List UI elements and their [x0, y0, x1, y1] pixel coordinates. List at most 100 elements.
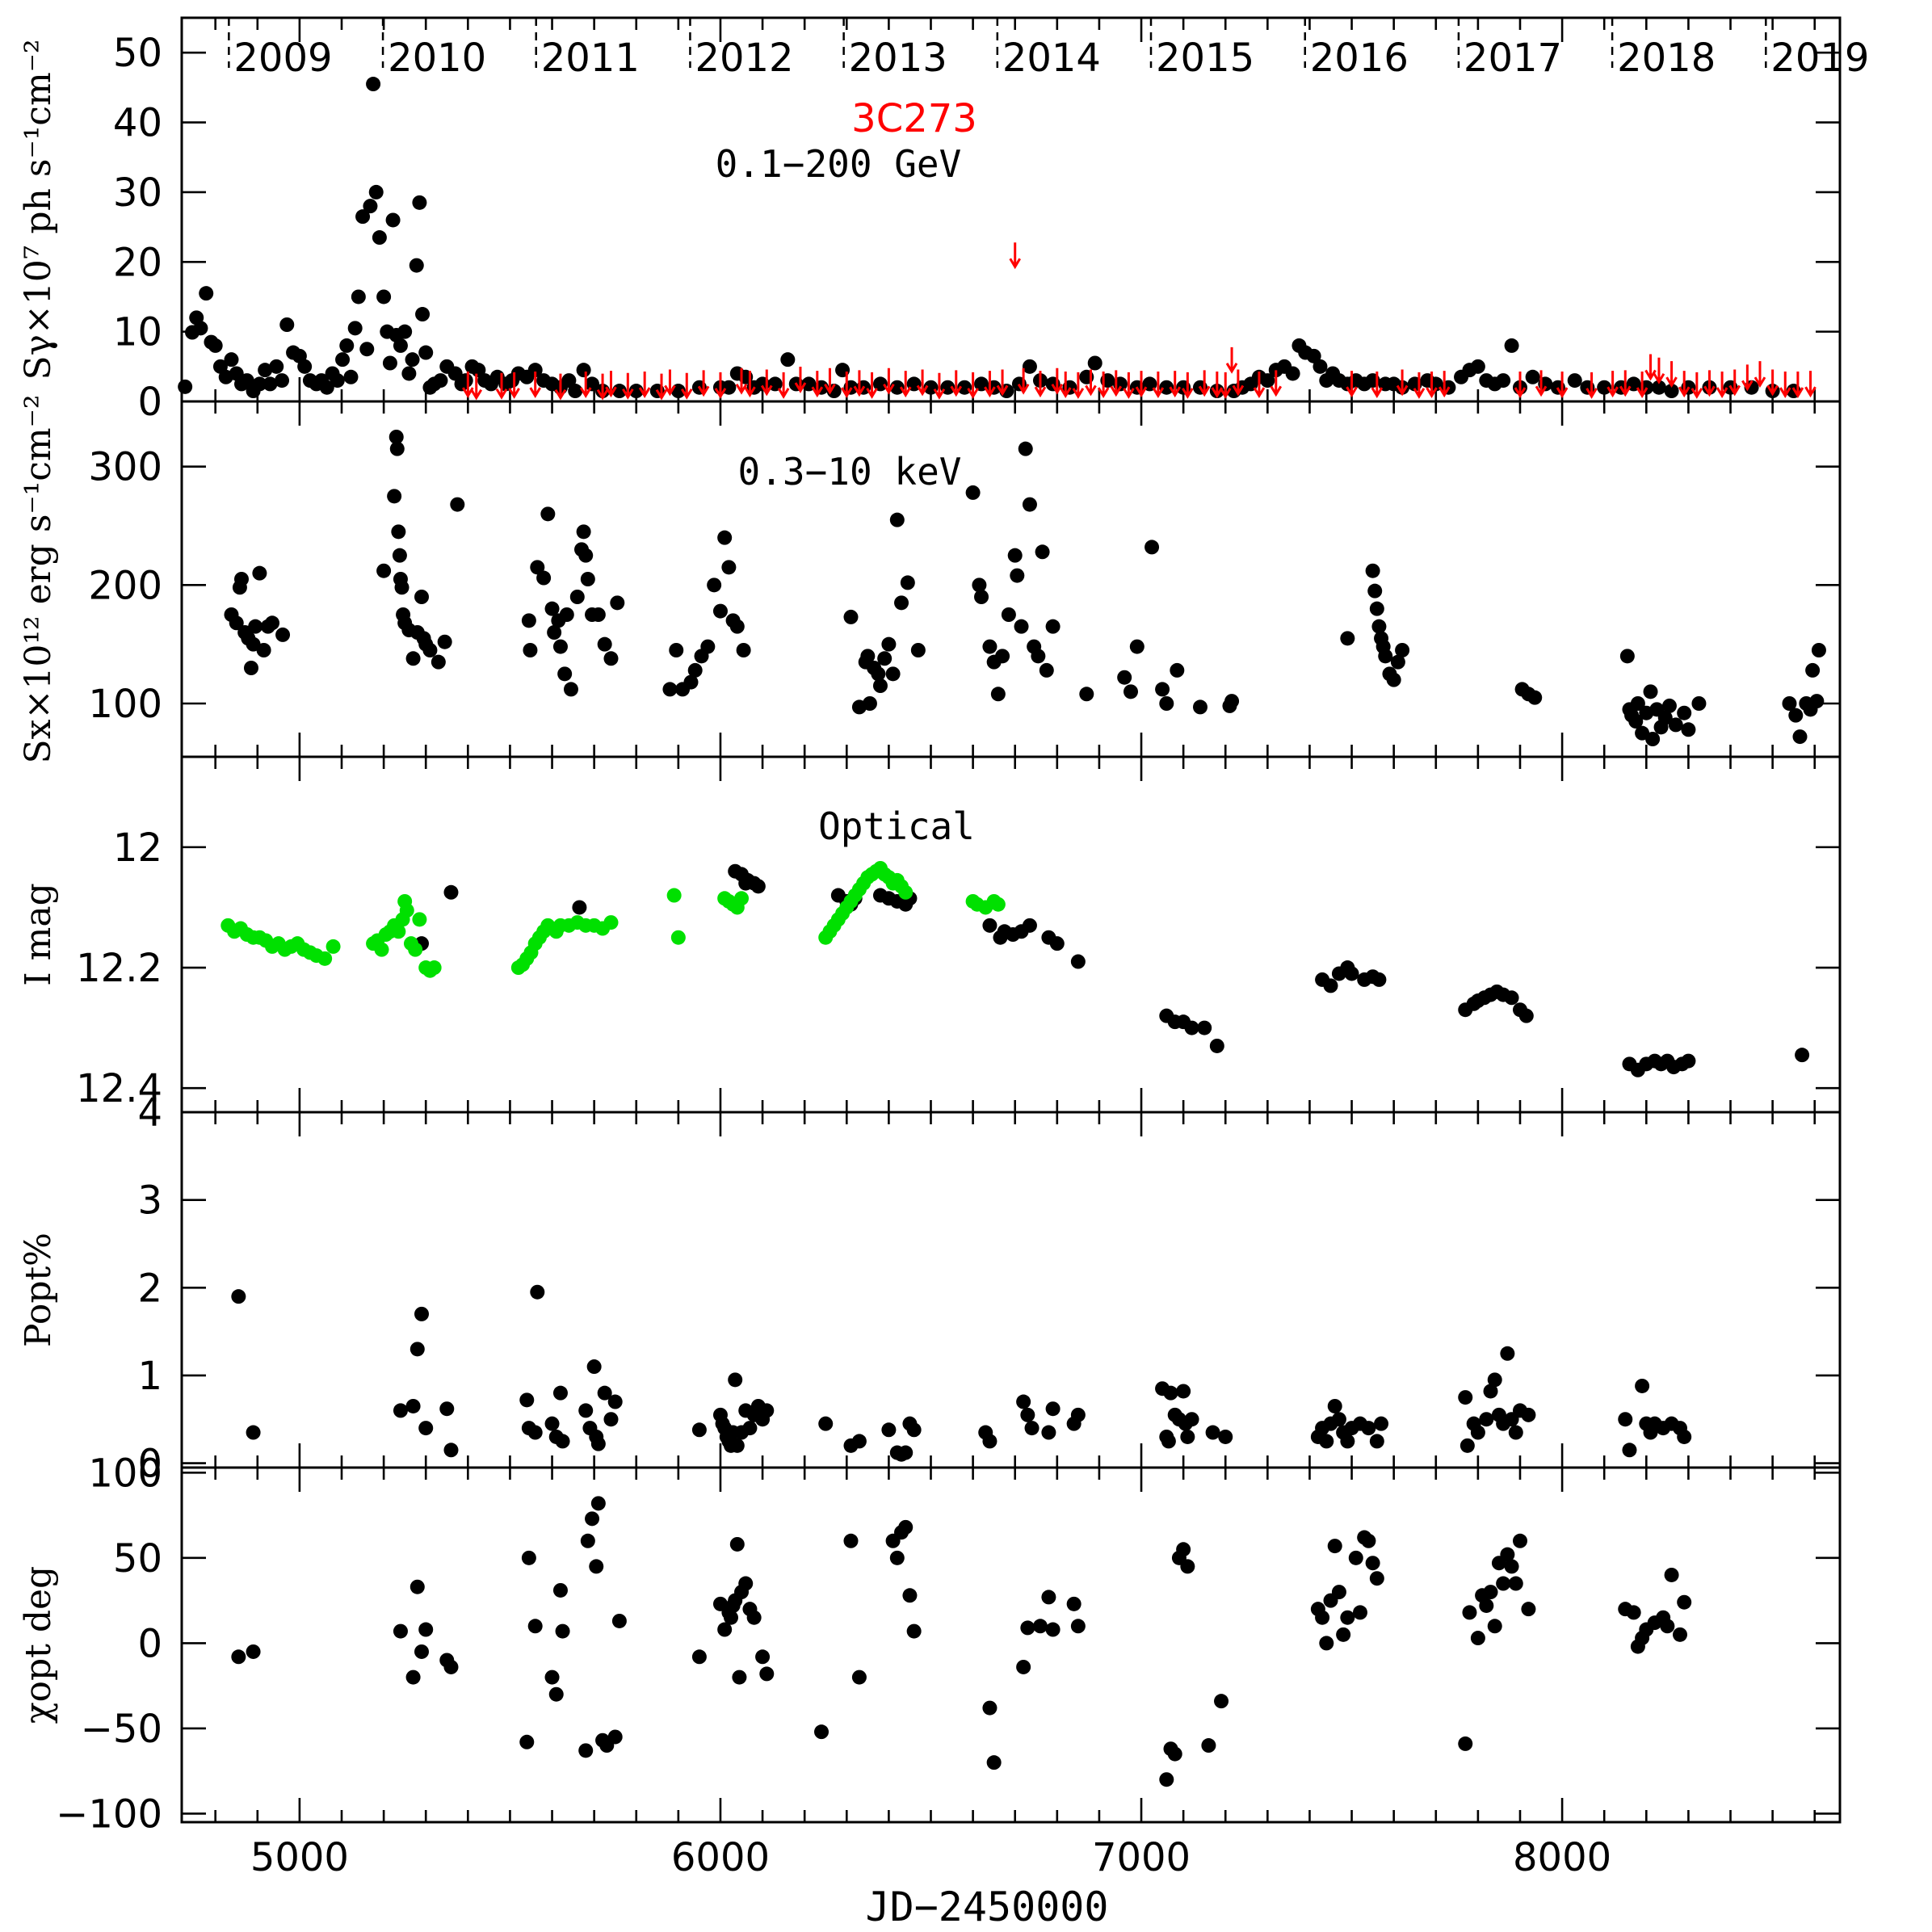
data-point-xray	[590, 607, 606, 622]
upper-limit-arrow	[1017, 368, 1030, 395]
data-point-pol	[246, 1425, 261, 1440]
data-point-chi	[1214, 1694, 1229, 1709]
data-point-xray	[1628, 714, 1644, 729]
upper-limit-arrow	[1703, 370, 1716, 397]
upper-limit-arrow	[840, 372, 853, 398]
data-point-pol	[1521, 1407, 1536, 1422]
data-point-pol	[1041, 1425, 1056, 1440]
upper-limit-arrow	[883, 368, 895, 395]
upper-limit-arrow	[1169, 371, 1182, 398]
data-point-gamma	[561, 373, 577, 388]
data-point-xray	[394, 580, 410, 595]
data-point-pol	[1218, 1429, 1233, 1444]
data-point-xray	[736, 643, 751, 657]
upper-limit-arrow	[1606, 371, 1619, 398]
data-point-optical	[1197, 1020, 1212, 1035]
data-point-pol	[1369, 1434, 1384, 1449]
data-point-chi	[843, 1533, 859, 1548]
data-point-pol	[1205, 1425, 1220, 1440]
data-point-chi	[1180, 1559, 1195, 1574]
data-point-gamma	[527, 363, 543, 378]
data-point-gamma	[412, 195, 427, 210]
upper-limit-arrow	[1514, 372, 1527, 398]
data-point-xray	[256, 643, 271, 657]
data-point-pol	[439, 1401, 455, 1417]
y-tick-label: 40	[113, 101, 162, 146]
data-point-xray	[1809, 694, 1825, 709]
data-point-chi	[1365, 1556, 1380, 1571]
y-tick-label: 0	[137, 1621, 162, 1666]
data-point-chi	[1066, 1596, 1082, 1611]
data-point-optical	[572, 900, 587, 915]
data-point-gamma	[366, 77, 381, 92]
data-point-chi	[1672, 1627, 1687, 1642]
upper-limit-arrow	[1059, 372, 1072, 398]
upper-limit-arrow	[866, 372, 878, 399]
upper-limit-arrow	[1051, 368, 1064, 395]
upper-limit-arrow	[735, 368, 748, 395]
data-point-gamma	[1260, 373, 1275, 388]
data-point-xray	[894, 595, 909, 611]
data-point-xray	[990, 687, 1006, 702]
data-point-xray	[1378, 649, 1393, 664]
data-point-pol	[1180, 1429, 1195, 1444]
data-point-xray	[1390, 654, 1405, 670]
data-point-gamma	[297, 359, 313, 374]
upper-limit-arrow	[1556, 372, 1569, 398]
data-point-xray	[662, 682, 678, 697]
data-point-xray	[1039, 662, 1054, 678]
data-point-pol	[1020, 1407, 1035, 1422]
data-point-chi	[527, 1619, 543, 1634]
data-point-xray	[1365, 563, 1380, 578]
data-point-xray	[1340, 631, 1355, 646]
data-point-gamma	[1496, 373, 1511, 388]
text-labels-layer: JD−2450000 3C273 0.1−200 GeV 0.3−10 keV …	[716, 96, 1109, 1930]
data-point-xray	[1124, 684, 1139, 699]
data-point-chi	[902, 1588, 918, 1603]
upper-limit-arrow	[984, 371, 996, 398]
data-point-pol	[898, 1445, 914, 1460]
data-point-gamma	[1664, 384, 1679, 399]
data-point-gamma	[275, 373, 290, 388]
data-point-pol	[418, 1421, 434, 1436]
data-point-xray	[1079, 687, 1094, 702]
data-point-pol	[603, 1412, 619, 1427]
data-point-xray	[910, 643, 926, 657]
data-point-gamma	[957, 380, 972, 395]
y-tick-label: 50	[113, 31, 162, 76]
data-point-chi	[578, 1743, 594, 1758]
y-tick-label: 200	[88, 563, 162, 608]
data-point-gamma	[355, 209, 371, 225]
y-tick-label: 100	[88, 1451, 162, 1496]
data-point-xray	[540, 506, 556, 522]
data-point-xray	[1792, 729, 1808, 745]
data-point-chi	[418, 1622, 434, 1637]
data-point-chi	[1020, 1620, 1035, 1636]
data-point-xray	[717, 530, 733, 545]
data-point-gamma	[351, 289, 366, 304]
data-point-chi	[585, 1511, 600, 1527]
data-point-pol	[530, 1284, 545, 1300]
data-point-xray	[1035, 544, 1050, 560]
data-point-xray	[603, 651, 619, 666]
data-point-chi	[1369, 1571, 1384, 1586]
data-point-chi	[607, 1729, 623, 1745]
data-point-xray	[248, 619, 263, 634]
data-point-xray	[521, 613, 536, 628]
data-point-gamma	[721, 380, 737, 395]
data-point-xray	[437, 634, 452, 649]
data-point-xray	[1668, 717, 1683, 733]
data-point-chi	[898, 1519, 914, 1535]
data-point-gamma	[1087, 355, 1102, 371]
upper-limit-arrow	[1198, 370, 1211, 397]
y-tick-label: 12.4	[76, 1066, 162, 1111]
upper-limit-arrow	[1791, 372, 1804, 398]
data-point-chi	[982, 1700, 998, 1716]
data-point-gamma	[1306, 348, 1321, 363]
data-point-optical	[1049, 936, 1065, 951]
data-point-gamma	[1470, 359, 1485, 374]
xray-energy-band-label: 0.3−10 keV	[738, 450, 962, 494]
data-point-pol	[1319, 1434, 1334, 1449]
data-point-xray	[1007, 548, 1023, 563]
data-point-xray	[1001, 607, 1016, 622]
